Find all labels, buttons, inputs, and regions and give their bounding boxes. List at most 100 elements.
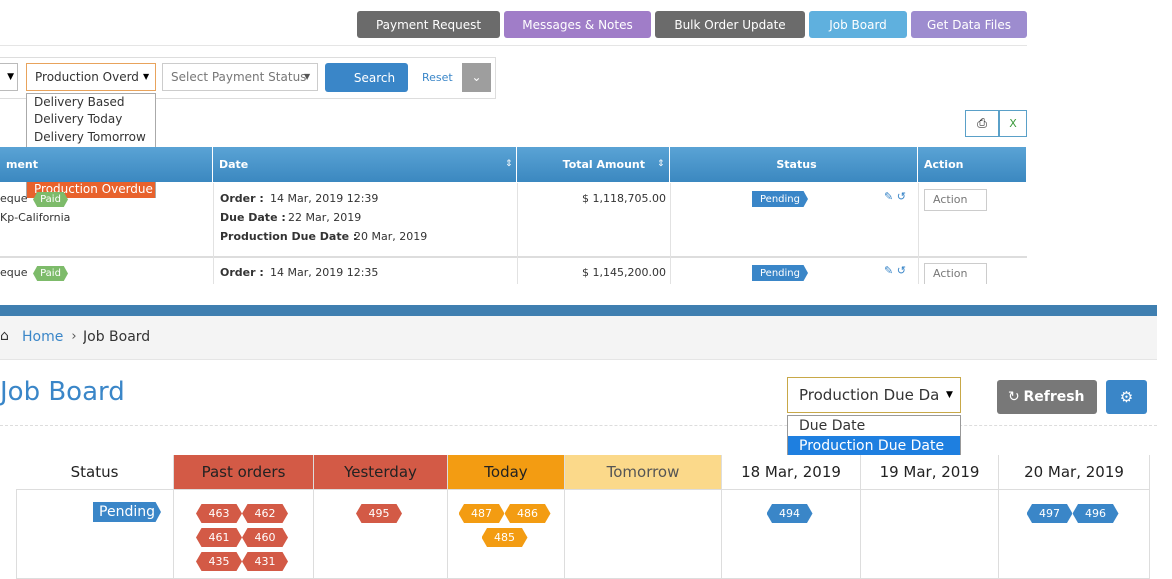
column-header: ment (0, 147, 213, 182)
excel-button[interactable]: X (999, 110, 1027, 137)
column-header: Action (918, 147, 1027, 182)
paid-badge: Paid (33, 266, 68, 281)
cell-border (918, 257, 919, 284)
board-cell (999, 490, 1150, 579)
sort-icon: ⇕ (505, 159, 513, 169)
breadcrumb-bar (0, 316, 1157, 360)
cell-border (213, 257, 214, 284)
board-cell (314, 490, 448, 579)
board-header: Today (448, 455, 565, 490)
cell-border (517, 257, 518, 284)
action-button[interactable]: Action (924, 189, 987, 211)
board-cell (565, 490, 722, 579)
toolbar-button[interactable]: Payment Request (357, 11, 500, 38)
payment-select[interactable]: Select Payment Status (162, 63, 318, 91)
column-header: Total Amount (517, 147, 670, 182)
dropdown-option[interactable]: Delivery Based (34, 95, 125, 109)
row-status: Pending (93, 502, 161, 522)
order-badge[interactable]: 462 (242, 504, 288, 523)
caret: ▼ (946, 390, 953, 400)
cell-border (670, 257, 671, 284)
breadcrumb-link[interactable]: Home (22, 329, 64, 345)
dropdown-option[interactable]: Delivery Tomorrow (34, 129, 146, 144)
refresh-icon: ↻ (1008, 389, 1020, 405)
order-badge[interactable]: 460 (242, 528, 288, 547)
divider (0, 45, 1027, 46)
board-cell (16, 490, 174, 579)
toolbar-button[interactable]: Get Data Files (911, 11, 1027, 38)
paid-badge: Paid (33, 192, 68, 207)
date-option[interactable]: Production Due Date (788, 436, 960, 456)
row-border (0, 256, 1027, 257)
board-header: Status (16, 455, 174, 490)
edit-icons: ✎ ↺ (884, 264, 906, 277)
caret: ▼ (143, 72, 150, 81)
settings-button[interactable]: ⚙ (1106, 380, 1147, 414)
payment: eque (0, 266, 28, 279)
status-badge: Pending (752, 265, 808, 281)
board-cell (722, 490, 861, 579)
amount: $ 1,145,200.00 (582, 266, 666, 279)
date-value: 22 Mar, 2019 (288, 211, 362, 224)
toolbar-button[interactable]: Messages & Notes (504, 11, 651, 38)
board-header: Yesterday (314, 455, 448, 490)
board-cell (448, 490, 565, 579)
order-badge[interactable]: 487 (458, 504, 505, 523)
breadcrumb-current: Job Board (83, 329, 151, 345)
search-button[interactable]: Search (325, 63, 408, 92)
order-badge[interactable]: 485 (481, 528, 528, 547)
print-button[interactable]: ⎙ (965, 110, 999, 137)
top-cutoff (0, 284, 1172, 305)
order-badge[interactable]: 486 (504, 504, 551, 523)
date-value: 14 Mar, 2019 12:35 (270, 266, 379, 279)
home-icon: ⌂ (0, 328, 9, 344)
location: Kp-California (0, 211, 71, 224)
more-button[interactable]: ⌄ (462, 63, 491, 92)
order-badge[interactable]: 494 (766, 504, 813, 523)
order-badge[interactable]: 463 (196, 504, 242, 523)
date-label: Order : (220, 192, 264, 205)
board-cell (861, 490, 999, 579)
column-header: Status (670, 147, 918, 182)
date-select[interactable]: Production Due Da (787, 377, 961, 413)
board-header: 20 Mar, 2019 (999, 455, 1150, 490)
cell-border (918, 183, 919, 257)
toolbar-button[interactable]: Job Board (809, 11, 907, 38)
refresh-button[interactable]: Refresh (997, 380, 1097, 414)
column-header: Date (213, 147, 517, 182)
date-value: 14 Mar, 2019 12:39 (270, 192, 379, 205)
date-label: Due Date : (220, 211, 286, 224)
date-label: Production Due Date : (220, 230, 358, 243)
order-badge[interactable]: 497 (1026, 504, 1073, 523)
row-border (0, 257, 1027, 258)
select-stub: ▼ (0, 63, 18, 91)
page-title: Job Board (0, 377, 125, 407)
reset-link[interactable]: Reset (422, 71, 453, 84)
amount: $ 1,118,705.00 (582, 192, 666, 205)
order-badge[interactable]: 461 (196, 528, 242, 547)
toolbar-button[interactable]: Bulk Order Update (655, 11, 805, 38)
action-button[interactable]: Action (924, 263, 987, 285)
cell-border (517, 183, 518, 257)
date-value: 20 Mar, 2019 (354, 230, 428, 243)
sort-icon: ⇕ (657, 159, 665, 169)
dropdown-option[interactable]: Delivery Today (34, 112, 123, 127)
dashed-line (0, 425, 1157, 426)
board-header: 19 Mar, 2019 (861, 455, 999, 490)
order-badge[interactable]: 435 (196, 552, 242, 571)
top-bar (0, 305, 1157, 316)
board-header: 18 Mar, 2019 (722, 455, 861, 490)
payment: eque (0, 192, 28, 205)
order-select[interactable]: Production Overd (26, 63, 156, 91)
order-badge[interactable]: 495 (356, 504, 402, 523)
filter-box (0, 57, 496, 99)
breadcrumb-sep: › (71, 329, 77, 344)
order-badge[interactable]: 496 (1072, 504, 1119, 523)
board-header: Past orders (174, 455, 314, 490)
cell-border (670, 183, 671, 257)
edit-icons: ✎ ↺ (884, 190, 906, 203)
date-option[interactable]: Due Date (799, 418, 866, 434)
status-badge: Pending (752, 191, 808, 207)
order-badge[interactable]: 431 (242, 552, 288, 571)
